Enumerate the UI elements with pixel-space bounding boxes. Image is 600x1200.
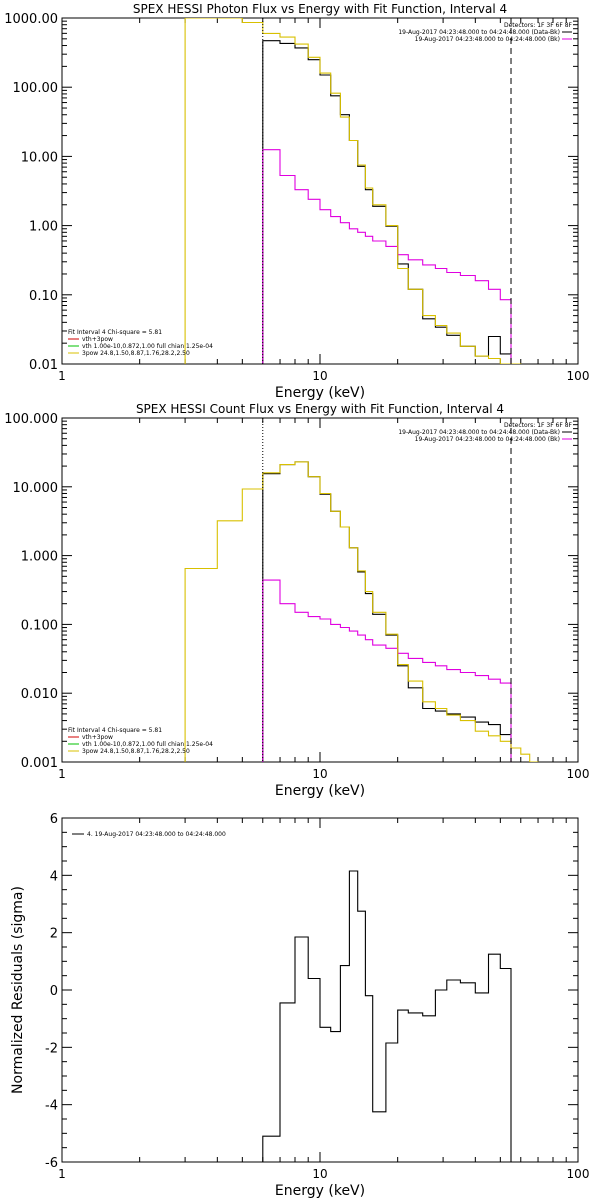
series-line-2	[262, 149, 512, 364]
x-axis-label: Energy (keV)	[275, 1183, 365, 1199]
chart-title: SPEX HESSI Photon Flux vs Energy with Fi…	[133, 2, 507, 16]
chart-title: SPEX HESSI Count Flux vs Energy with Fit…	[136, 402, 504, 416]
y-tick-label: 1.00	[29, 220, 58, 235]
y-tick-label: 0.010	[21, 687, 58, 702]
x-tick-label: 1	[58, 767, 66, 781]
x-tick-label: 10	[312, 1167, 327, 1181]
y-tick-label: 10.000	[13, 481, 59, 496]
x-tick-label: 1	[58, 1167, 66, 1181]
series-line-3	[184, 18, 522, 364]
y-tick-label: -4	[45, 1099, 58, 1114]
y-tick-label: 0.01	[29, 358, 58, 373]
y-tick-label: 100.000	[4, 412, 58, 427]
y-tick-label: -2	[45, 1041, 58, 1056]
legend-bottom-left-text: vth+3pow	[82, 734, 113, 741]
x-tick-label: 100	[567, 1167, 590, 1181]
legend-bottom-left-text: vth+3pow	[82, 336, 113, 343]
y-tick-label: 100.00	[13, 81, 59, 96]
plot-area	[184, 461, 539, 762]
series-line-2	[262, 579, 512, 762]
legend-top-right-text: 19-Aug-2017 04:23:48.000 to 04:24:48.000…	[415, 36, 560, 43]
legend-top-right-text: 19-Aug-2017 04:23:48.000 to 04:24:48.000…	[415, 436, 560, 443]
legend-bottom-left-text: 3pow 24.8,1.50,8.87,1.76,28.2,2.50	[82, 350, 190, 357]
plot-area	[262, 870, 512, 1162]
legend-text: 4. 19-Aug-2017 04:23:48.000 to 04:24:48.…	[87, 831, 226, 838]
legend-top-right-text: 19-Aug-2017 04:23:48.000 to 04:24:48.000…	[398, 29, 560, 36]
x-tick-label: 100	[567, 767, 590, 781]
y-tick-label: 1000.00	[4, 12, 58, 27]
chart-panel-2: SPEX HESSI Count Flux vs Energy with Fit…	[4, 402, 589, 799]
x-tick-label: 10	[312, 767, 327, 781]
legend-bottom-left-text: 3pow 24.8,1.50,8.87,1.76,28.2,2.50	[82, 748, 190, 755]
x-tick-label: 10	[312, 369, 327, 383]
y-tick-label: 10.00	[21, 150, 58, 165]
legend-bottom-left-text: Fit Interval 4 Chi-square = 5.81	[68, 727, 162, 734]
plot-area	[184, 18, 522, 364]
y-tick-label: -6	[45, 1156, 58, 1171]
series-line-3	[184, 461, 539, 762]
legend-top-right-text: Detectors: 1F 3F 6F 8F	[504, 22, 573, 29]
chart-panel-1: SPEX HESSI Photon Flux vs Energy with Fi…	[4, 2, 589, 401]
chart-panel-3: 1 10 100 Energy (keV) -6 -4 -2 0 2 4 6 Normalized R…	[10, 812, 589, 1199]
y-tick-label: 2	[50, 927, 58, 942]
y-axis-label: Normalized Residuals (sigma)	[10, 886, 26, 1094]
x-tick-label: 100	[567, 369, 590, 383]
legend-bottom-left-text: vth 1.00e-10,0.872,1.00 full chian 1.25e…	[82, 343, 213, 350]
x-axis-label: Energy (keV)	[275, 783, 365, 799]
x-axis-label: Energy (keV)	[275, 385, 365, 401]
y-tick-label: 0.100	[21, 618, 58, 633]
plot-frame	[61, 417, 579, 763]
legend-bottom-left-text: Fit Interval 4 Chi-square = 5.81	[68, 329, 162, 336]
series-line-1	[262, 40, 512, 364]
y-tick-label: 0	[50, 984, 58, 999]
y-tick-label: 6	[50, 812, 58, 827]
legend-top-right-text: 19-Aug-2017 04:23:48.000 to 04:24:48.000…	[398, 429, 560, 436]
y-tick-label: 0.001	[21, 756, 58, 771]
series-line-1	[262, 870, 512, 1162]
x-tick-label: 1	[58, 369, 66, 383]
legend-bottom-left-text: vth 1.00e-10,0.872,1.00 full chian 1.25e…	[82, 741, 213, 748]
y-tick-label: 4	[50, 869, 58, 884]
legend-top-right-text: Detectors: 1F 3F 6F 8F	[504, 422, 573, 429]
y-tick-label: 0.10	[29, 289, 58, 304]
y-tick-label: 1.000	[21, 550, 58, 565]
series-line-1	[262, 461, 512, 762]
